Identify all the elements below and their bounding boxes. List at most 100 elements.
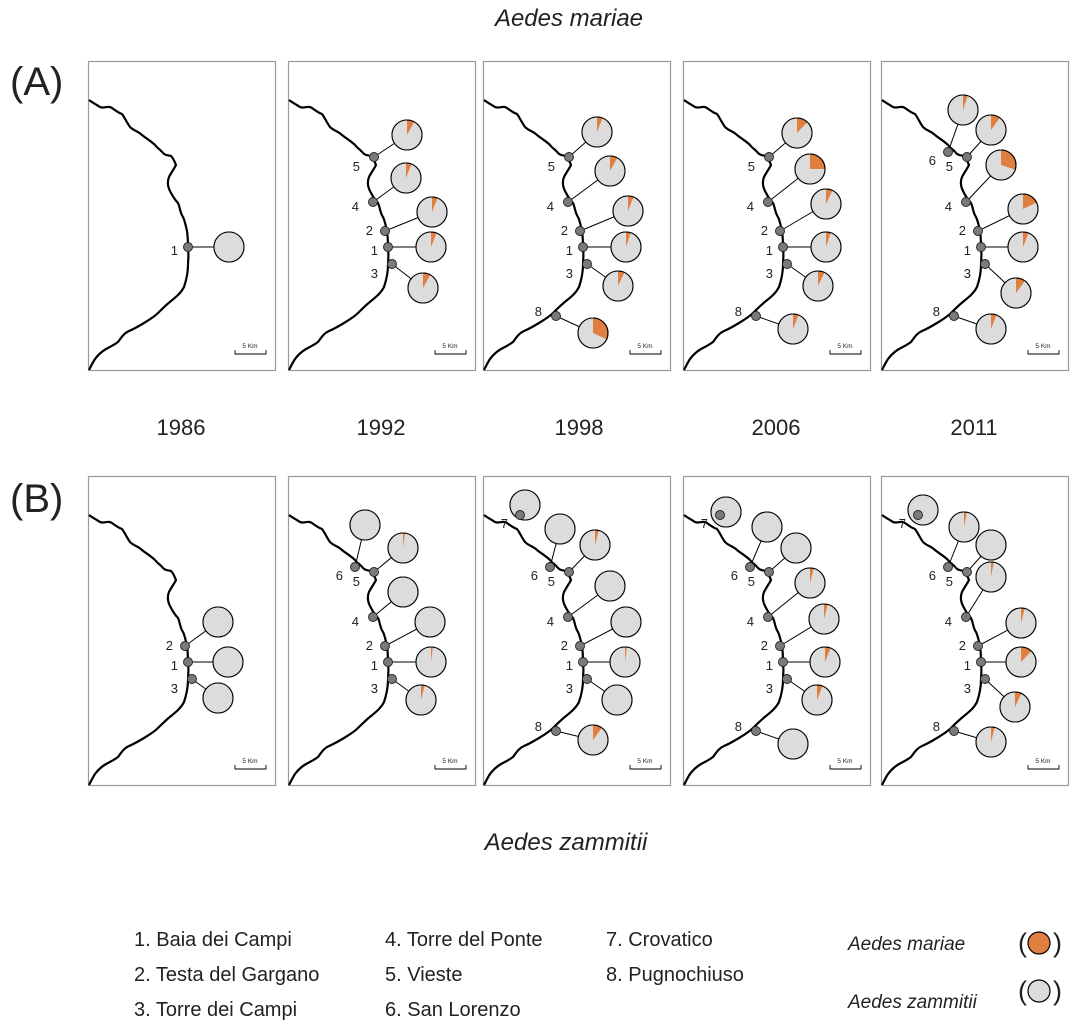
map-panel-b-2006: 5 Km 1 2 3 4 56 7 8 <box>682 475 872 787</box>
pie-site-3 <box>801 684 833 716</box>
pie-site-3 <box>999 691 1031 723</box>
pie-site-4-zammitii-slice <box>986 150 1016 180</box>
pie-site-1-outline <box>610 231 642 263</box>
site-label-2: 2 <box>761 638 768 653</box>
pie-site-3 <box>802 270 834 302</box>
pie-site-8-outline <box>777 313 809 345</box>
scale-bar-line <box>829 765 862 770</box>
scale-bar-label: 5 Km <box>837 758 852 765</box>
site-dot-6 <box>745 562 755 572</box>
pie-site-2-zammitii-slice <box>1006 608 1036 638</box>
pie-site-2 <box>808 603 840 635</box>
pie-site-7-zammitii-slice <box>710 496 742 528</box>
pie-site-2 <box>612 195 644 227</box>
legend-swatch-mariae <box>1027 931 1051 955</box>
pie-site-8-outline <box>577 724 609 756</box>
site-label-3: 3 <box>766 681 773 696</box>
site-dot-5 <box>764 567 774 577</box>
site-dot-3 <box>782 674 792 684</box>
pie-site-4-zammitii-slice <box>795 154 825 184</box>
pie-site-1 <box>415 646 447 678</box>
site-label-6: 6 <box>531 568 538 583</box>
site-label-3: 3 <box>766 266 773 281</box>
pie-site-2-zammitii-slice <box>417 197 447 228</box>
coastline <box>288 514 390 786</box>
year-label-1992: 1992 <box>357 415 406 440</box>
pie-site-2 <box>416 196 448 228</box>
site-dot-1 <box>976 657 986 667</box>
site-dot-2 <box>575 226 585 236</box>
pie-site-3-zammitii-slice <box>803 271 833 301</box>
pie-site-6-zammitii-slice <box>948 95 978 126</box>
scale-bar-line <box>1027 765 1060 770</box>
pie-site-1-outline <box>609 646 641 678</box>
pie-site-3-zammitii-slice <box>603 271 633 301</box>
site-dot-5 <box>962 567 972 577</box>
year-label-2011: 2011 <box>950 415 997 440</box>
pie-site-1-zammitii-slice <box>609 647 640 677</box>
site-label-1: 1 <box>566 243 573 258</box>
site-label-6: 6 <box>929 568 936 583</box>
pie-site-6-zammitii-slice <box>751 511 783 543</box>
pie-site-5 <box>579 529 611 561</box>
pie-site-5-zammitii-slice <box>392 120 422 150</box>
coastline <box>483 99 585 371</box>
site-label-1: 1 <box>171 243 178 258</box>
scale-bar: 5 Km <box>234 758 267 770</box>
pie-site-2 <box>810 188 842 220</box>
site-dot-6 <box>943 562 953 572</box>
map-panel-b-1998: 5 Km 1 2 3 4 56 7 8 <box>482 475 672 787</box>
pie-site-1 <box>1005 646 1037 678</box>
site-label-4: 4 <box>352 199 359 214</box>
pie-site-1-outline <box>1007 231 1039 263</box>
pie-site-3-outline <box>602 270 634 302</box>
pie-site-4-zammitii-slice <box>976 562 1006 592</box>
pie-site-4 <box>594 155 626 187</box>
pie-site-4-outline <box>794 153 826 185</box>
pie-site-4-outline <box>985 149 1017 181</box>
site-label-4: 4 <box>747 614 754 629</box>
scale-bar-label: 5 Km <box>837 343 852 350</box>
site-label-8: 8 <box>535 719 542 734</box>
scale-bar: 5 Km <box>1027 343 1060 355</box>
site-label-4: 4 <box>352 614 359 629</box>
pie-site-2-outline <box>416 196 448 228</box>
site-label-2: 2 <box>959 638 966 653</box>
site-label-5: 5 <box>548 159 555 174</box>
site-label-5: 5 <box>946 574 953 589</box>
pie-site-6 <box>349 509 381 541</box>
site-label-3: 3 <box>964 266 971 281</box>
site-label-8: 8 <box>735 719 742 734</box>
pie-site-2-outline <box>1007 193 1039 225</box>
legend-paren-close-zammitii: ) <box>1053 976 1062 1006</box>
legend-site-1: 1. Baia dei Campi <box>134 929 292 951</box>
scale-bar-label: 5 Km <box>442 343 457 350</box>
scale-bar: 5 Km <box>829 343 862 355</box>
pie-site-4-zammitii-slice <box>795 568 825 598</box>
top-title: Aedes mariae <box>493 5 643 32</box>
scale-bar-label: 5 Km <box>637 758 652 765</box>
pie-site-2-zammitii-slice <box>414 606 446 638</box>
scale-bar: 5 Km <box>434 758 467 770</box>
map-panel-b-1986: 5 Km 1 2 3 <box>87 475 277 787</box>
site-dot-3 <box>582 674 592 684</box>
legend-site-4: 4. Torre del Ponte <box>385 929 543 951</box>
pie-site-1-outline <box>810 231 842 263</box>
site-dot-3 <box>187 674 197 684</box>
legend: 1. Baia dei Campi 2. Testa del Gargano 3… <box>134 928 1062 1021</box>
site-dot-2 <box>775 226 785 236</box>
pie-site-8-zammitii-slice <box>578 318 607 348</box>
site-dot-1 <box>976 242 986 252</box>
site-label-7: 7 <box>899 516 906 531</box>
map-panel-b-2011: 5 Km 1 2 3 4 56 7 8 <box>880 475 1070 787</box>
pie-site-3-zammitii-slice <box>1001 278 1031 308</box>
legend-paren-open-zammitii: ( <box>1018 976 1027 1006</box>
site-label-2: 2 <box>761 223 768 238</box>
pie-site-3-outline <box>802 270 834 302</box>
pie-site-6 <box>544 513 576 545</box>
site-dot-7 <box>913 510 923 520</box>
site-label-1: 1 <box>964 243 971 258</box>
pie-site-3-zammitii-slice <box>802 685 832 715</box>
site-dot-8 <box>751 311 761 321</box>
site-label-4: 4 <box>945 199 952 214</box>
